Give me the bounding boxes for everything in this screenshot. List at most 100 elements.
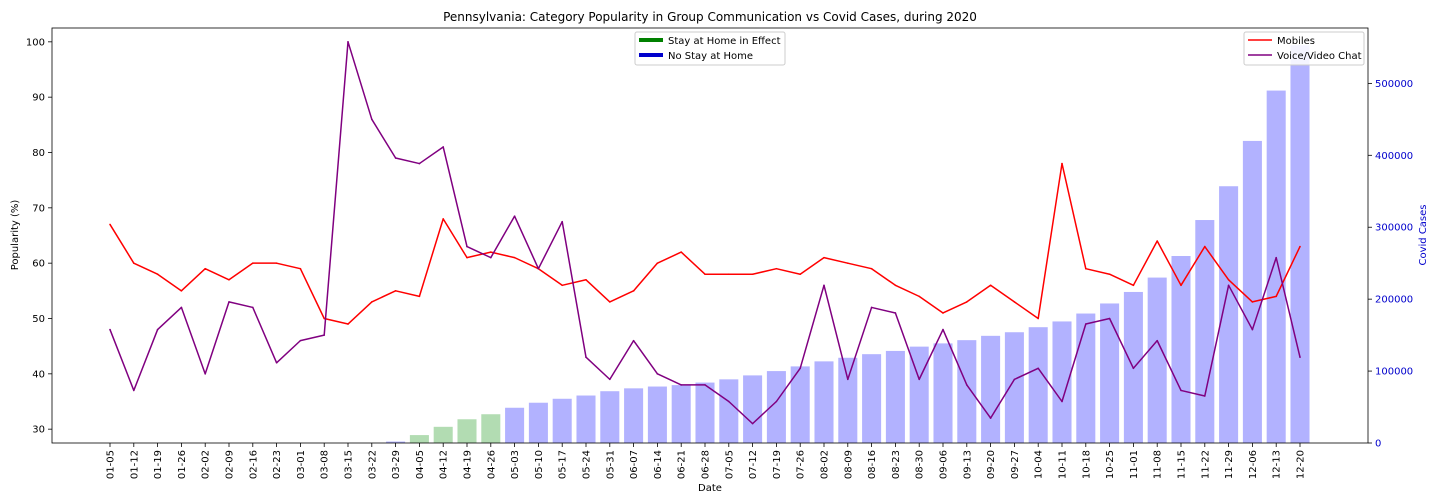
x-tick-label: 12-20 [1296, 450, 1307, 479]
point-mobiles-08-02 [823, 256, 825, 259]
point-mobiles-08-16 [870, 267, 873, 270]
point-voice-video-chat-06-21 [680, 384, 682, 386]
point-mobiles-11-29 [1227, 278, 1230, 281]
y-tick-label: 40 [32, 369, 45, 380]
covid-bar-09-27 [1004, 332, 1024, 443]
covid-bar-06-21 [671, 385, 691, 443]
x-tick-label: 12-06 [1248, 450, 1259, 479]
covid-bar-06-28 [695, 382, 715, 443]
x-tick-label: 07-26 [796, 450, 807, 479]
plot-frame [51, 27, 1369, 444]
y-tick-label: 80 [32, 148, 45, 159]
point-mobiles-09-20 [989, 284, 992, 287]
point-voice-video-chat-01-19 [156, 328, 159, 331]
point-voice-video-chat-08-23 [894, 312, 897, 314]
point-voice-video-chat-03-15 [347, 41, 349, 43]
point-voice-video-chat-09-13 [966, 384, 968, 386]
x-tick-label: 05-17 [558, 450, 569, 479]
point-mobiles-04-12 [442, 218, 445, 220]
point-voice-video-chat-04-26 [490, 256, 492, 259]
covid-bar-11-29 [1219, 186, 1239, 444]
covid-bar-05-10 [528, 402, 548, 443]
x-tick-label: 05-03 [510, 450, 521, 479]
point-voice-video-chat-02-09 [228, 301, 230, 303]
point-voice-video-chat-11-22 [1204, 395, 1206, 397]
covid-bar-11-15 [1171, 256, 1191, 443]
x-tick-label: 09-20 [986, 450, 997, 479]
point-mobiles-07-26 [799, 273, 801, 276]
point-mobiles-05-17 [561, 284, 563, 287]
point-voice-video-chat-03-08 [323, 334, 326, 336]
x-tick-label: 02-09 [225, 450, 236, 479]
point-voice-video-chat-07-26 [799, 367, 801, 370]
point-mobiles-11-15 [1180, 284, 1182, 287]
covid-bar-09-06 [933, 343, 953, 443]
point-mobiles-02-16 [252, 262, 254, 264]
legend-right: Mobiles Voice/Video Chat [1243, 31, 1365, 66]
x-tick-label: 01-19 [153, 450, 164, 479]
point-voice-video-chat-11-08 [1156, 339, 1158, 342]
point-mobiles-08-23 [894, 284, 897, 287]
chart-title: Pennsylvania: Category Popularity in Gro… [443, 10, 977, 24]
covid-bar-06-07 [624, 388, 644, 443]
y2-tick-label: 200000 [1375, 295, 1413, 306]
covid-bar-03-29 [386, 441, 406, 443]
covid-bar-04-26 [481, 414, 501, 443]
x-tick-label: 10-25 [1105, 450, 1116, 479]
point-mobiles-07-05 [728, 273, 730, 276]
point-mobiles-10-11 [1061, 162, 1063, 165]
point-mobiles-09-27 [1013, 301, 1016, 303]
point-mobiles-05-24 [585, 278, 587, 281]
point-mobiles-12-06 [1251, 301, 1254, 303]
point-mobiles-10-25 [1108, 273, 1111, 276]
covid-bar-08-02 [814, 361, 834, 443]
x-tick-label: 06-07 [629, 450, 640, 479]
point-voice-video-chat-10-25 [1108, 317, 1111, 320]
covid-bar-08-23 [885, 350, 905, 443]
x-tick-label: 09-13 [962, 450, 973, 479]
x-tick-label: 03-29 [391, 450, 402, 479]
point-voice-video-chat-08-02 [823, 284, 825, 287]
y-tick-label: 90 [32, 93, 45, 104]
x-tick-label: 04-26 [486, 450, 497, 479]
legend-left: Stay at Home in Effect No Stay at Home [634, 31, 786, 66]
x-tick-label: 04-05 [415, 450, 426, 479]
y-axis-title: Popularity (%) [10, 200, 21, 271]
point-mobiles-02-09 [228, 278, 230, 281]
x-tick-label: 05-31 [605, 450, 616, 479]
point-mobiles-01-05 [109, 223, 111, 226]
x-tick-label: 11-08 [1153, 450, 1164, 479]
covid-bar-09-13 [957, 340, 977, 443]
point-voice-video-chat-05-03 [513, 215, 516, 217]
covid-bar-04-12 [433, 426, 453, 443]
point-mobiles-01-19 [156, 273, 159, 276]
x-tick-label: 08-16 [867, 450, 878, 479]
x-tick-label: 08-23 [891, 450, 902, 479]
point-voice-video-chat-01-05 [109, 328, 111, 331]
point-voice-video-chat-08-16 [870, 306, 873, 309]
y2-tick-label: 500000 [1375, 79, 1413, 90]
point-voice-video-chat-06-14 [656, 373, 659, 375]
covid-bar-10-25 [1100, 303, 1120, 443]
point-mobiles-11-22 [1204, 245, 1206, 248]
x-tick-label: 03-22 [367, 450, 378, 479]
point-voice-video-chat-04-05 [418, 162, 421, 165]
covid-bar-04-19 [457, 419, 477, 443]
x-tick-label: 02-23 [272, 450, 283, 479]
covid-bar-12-06 [1242, 140, 1262, 444]
point-voice-video-chat-12-20 [1299, 356, 1301, 359]
x-tick-label: 02-16 [248, 450, 259, 479]
point-mobiles-08-30 [918, 295, 920, 298]
x-tick-label: 07-19 [772, 450, 783, 479]
point-mobiles-06-14 [656, 262, 659, 264]
covid-bar-07-05 [719, 379, 739, 443]
point-voice-video-chat-10-18 [1085, 323, 1087, 325]
point-mobiles-07-19 [775, 267, 778, 270]
covid-bar-07-12 [743, 375, 763, 443]
y-axis-right: 0 100000 200000 300000 400000 500000 [1368, 79, 1413, 450]
point-voice-video-chat-09-20 [989, 417, 992, 419]
point-voice-video-chat-08-09 [847, 378, 849, 381]
x-tick-label: 06-28 [701, 450, 712, 479]
